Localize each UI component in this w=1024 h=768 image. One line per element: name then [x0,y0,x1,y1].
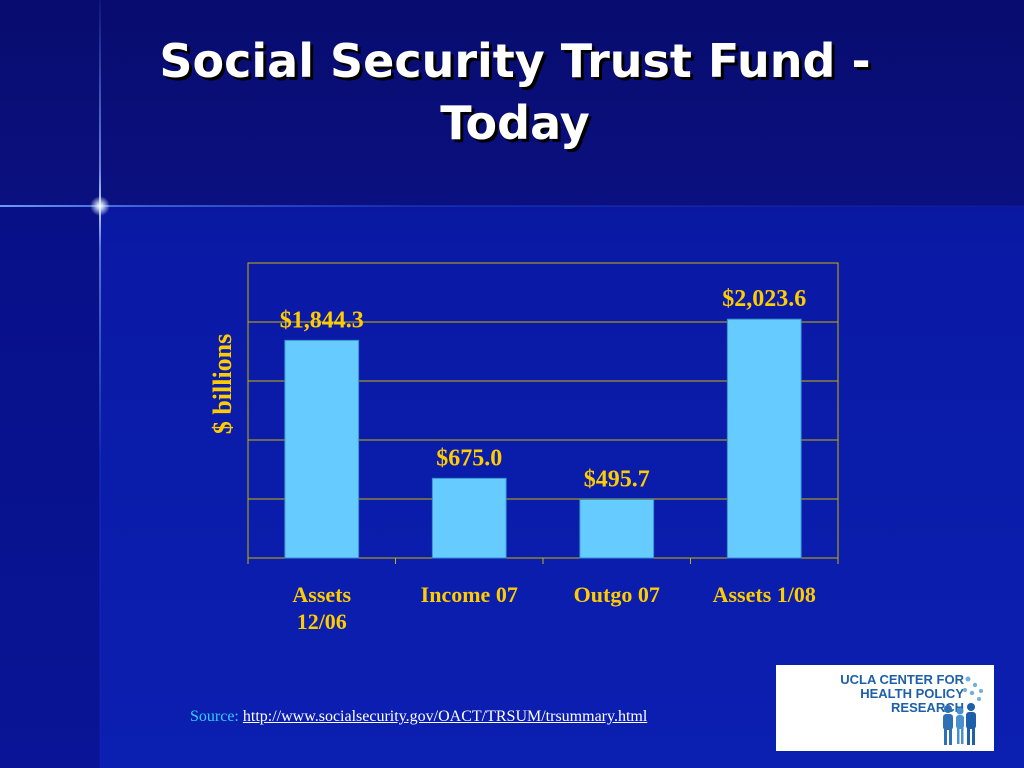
bar [284,339,360,559]
bar [431,477,507,559]
title-line-1: Social Security Trust Fund - [159,34,871,88]
bar [726,318,802,559]
title-line-2: Today [440,96,590,150]
vertical-accent-line [99,0,101,768]
category-label: Assets 1/08 [713,582,816,607]
logo-text: UCLA CENTER FOR HEALTH POLICY RESEARCH [784,673,964,715]
data-label: $1,844.3 [280,307,364,333]
data-label: $2,023.6 [722,286,806,312]
data-label: $675.0 [436,445,502,471]
slide-title: Social Security Trust Fund - Today [80,30,950,154]
logo-line-1: UCLA CENTER FOR [840,672,964,687]
horizontal-accent-line [0,205,1024,207]
bar [579,499,655,559]
y-axis-label: $ billions [208,334,237,434]
category-label: Income 07 [421,582,518,607]
people-icon [943,676,983,745]
title-band [0,0,1024,206]
data-label: $495.7 [584,467,650,493]
source-note: Source: http://www.socialsecurity.gov/OA… [190,708,647,726]
category-label: Outgo 07 [574,582,660,607]
bar-chart: $1,844.3 Assets 12/06 $675.0 Income 07 $495.7… [208,262,839,634]
sparkle-decoration [90,196,110,216]
category-label: Assets 12/06 [292,582,351,634]
ucla-logo: UCLA CENTER FOR HEALTH POLICY RESEARCH [776,665,994,751]
source-label: Source: [190,708,239,725]
left-band [0,206,100,768]
source-link[interactable]: http://www.socialsecurity.gov/OACT/TRSUM… [242,708,648,725]
